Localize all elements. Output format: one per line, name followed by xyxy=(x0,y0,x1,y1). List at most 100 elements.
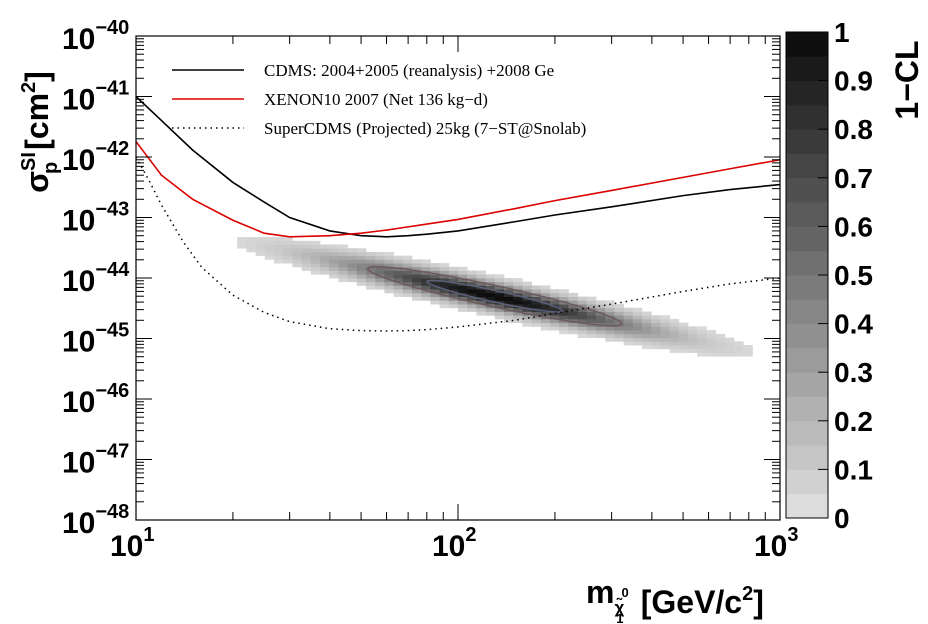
heatmap-cell xyxy=(412,289,422,294)
heatmap-cell xyxy=(402,285,413,290)
heatmap-cell xyxy=(550,300,560,305)
heatmap-cell xyxy=(651,318,661,324)
heatmap-cell xyxy=(439,281,450,286)
heatmap-cell xyxy=(347,255,358,260)
heatmap-cell xyxy=(283,248,293,253)
heatmap-cell xyxy=(642,341,652,346)
heatmap-cell xyxy=(402,292,413,298)
heatmap-cell xyxy=(430,296,440,301)
heatmap-cell xyxy=(384,266,394,271)
heatmap-cell xyxy=(504,304,514,309)
heatmap-cell xyxy=(347,248,358,253)
heatmap-cell xyxy=(586,330,597,335)
heatmap-cell xyxy=(347,274,358,279)
colorbar-cell xyxy=(786,469,828,495)
heatmap-cell xyxy=(402,281,413,286)
heatmap-cell xyxy=(246,248,256,253)
heatmap-cell xyxy=(531,315,542,320)
heatmap-cell xyxy=(301,251,312,257)
heatmap-cell xyxy=(504,296,514,301)
heatmap-cell xyxy=(596,304,606,309)
heatmap-cell xyxy=(678,337,689,342)
heatmap-cell xyxy=(393,292,404,298)
heatmap-cell xyxy=(274,237,284,242)
colorbar-cell xyxy=(786,32,828,57)
colorbar-cell xyxy=(786,493,828,519)
colorbar-cell xyxy=(786,420,828,446)
heatmap-cell xyxy=(467,307,477,312)
heatmap-cell xyxy=(255,244,266,249)
heatmap-cell xyxy=(283,237,293,242)
heatmap-cell xyxy=(632,337,643,342)
heatmap-cell xyxy=(559,307,569,312)
heatmap-cell xyxy=(540,300,551,305)
heatmap-cell xyxy=(513,315,523,320)
heatmap-cell xyxy=(632,330,643,335)
heatmap-cell xyxy=(458,274,468,279)
heatmap-cell xyxy=(513,285,523,290)
heatmap-cell xyxy=(329,266,339,271)
heatmap-cell xyxy=(669,318,680,324)
heatmap-cell xyxy=(586,326,597,331)
heatmap-cell xyxy=(660,318,670,324)
heatmap-cell xyxy=(292,255,302,260)
heatmap-cell xyxy=(605,333,615,338)
heatmap-cell xyxy=(292,240,302,245)
heatmap-cell xyxy=(540,285,551,290)
heatmap-cell xyxy=(651,322,661,327)
heatmap-cell xyxy=(430,285,440,290)
heatmap-cell xyxy=(393,285,404,290)
colorbar-cell xyxy=(786,129,828,154)
heatmap-cell xyxy=(642,322,652,327)
heatmap-cell xyxy=(669,345,680,350)
heatmap-cell xyxy=(375,281,385,286)
heatmap-cell xyxy=(632,333,643,338)
colorbar-cell xyxy=(786,56,828,81)
heatmap-cell xyxy=(706,348,716,353)
heatmap-cell xyxy=(347,278,358,283)
heatmap-cell xyxy=(494,315,505,320)
heatmap-cell xyxy=(504,278,514,283)
heatmap-cell xyxy=(393,281,404,286)
heatmap-cell xyxy=(605,326,615,331)
heatmap-cell xyxy=(264,255,275,260)
heatmap-cell xyxy=(356,259,367,264)
heatmap-cell xyxy=(393,263,404,268)
heatmap-cell xyxy=(522,315,532,320)
heatmap-cell xyxy=(550,315,560,320)
heatmap-cell xyxy=(577,333,588,338)
heatmap-cell xyxy=(706,330,716,335)
heatmap-cell xyxy=(448,281,459,286)
heatmap-cell xyxy=(522,289,532,294)
heatmap-cell xyxy=(715,337,726,342)
heatmap-cell xyxy=(531,322,542,327)
colorbar-tick-label: 0.3 xyxy=(834,357,873,388)
colorbar-tick-label: 0.5 xyxy=(834,260,873,291)
x-tick-label: 103 xyxy=(754,524,799,563)
heatmap-cell xyxy=(412,259,422,264)
heatmap-cell xyxy=(421,266,431,271)
colorbar-cell xyxy=(786,202,828,227)
heatmap-cell xyxy=(614,337,624,342)
heatmap-cell xyxy=(706,337,716,342)
heatmap-cell xyxy=(494,292,505,298)
heatmap-cell xyxy=(338,244,348,249)
heatmap-cell xyxy=(485,278,496,283)
heatmap-cell xyxy=(531,285,542,290)
heatmap-cell xyxy=(439,278,450,283)
colorbar-cell xyxy=(786,250,828,276)
heatmap-cell xyxy=(669,341,680,346)
heatmap-cell xyxy=(586,333,597,338)
heatmap-cell xyxy=(458,270,468,275)
heatmap-cell xyxy=(531,304,542,309)
colorbar-tick-label: 0.1 xyxy=(834,454,873,485)
heatmap-cell xyxy=(384,289,394,294)
heatmap-cell xyxy=(531,300,542,305)
colorbar-tick-label: 0.8 xyxy=(834,114,873,145)
heatmap-cell xyxy=(384,255,394,260)
heatmap-cell xyxy=(439,300,450,305)
colorbar-tick-label: 1 xyxy=(834,17,850,48)
heatmap-cell xyxy=(476,307,486,312)
heatmap-cell xyxy=(338,259,348,264)
